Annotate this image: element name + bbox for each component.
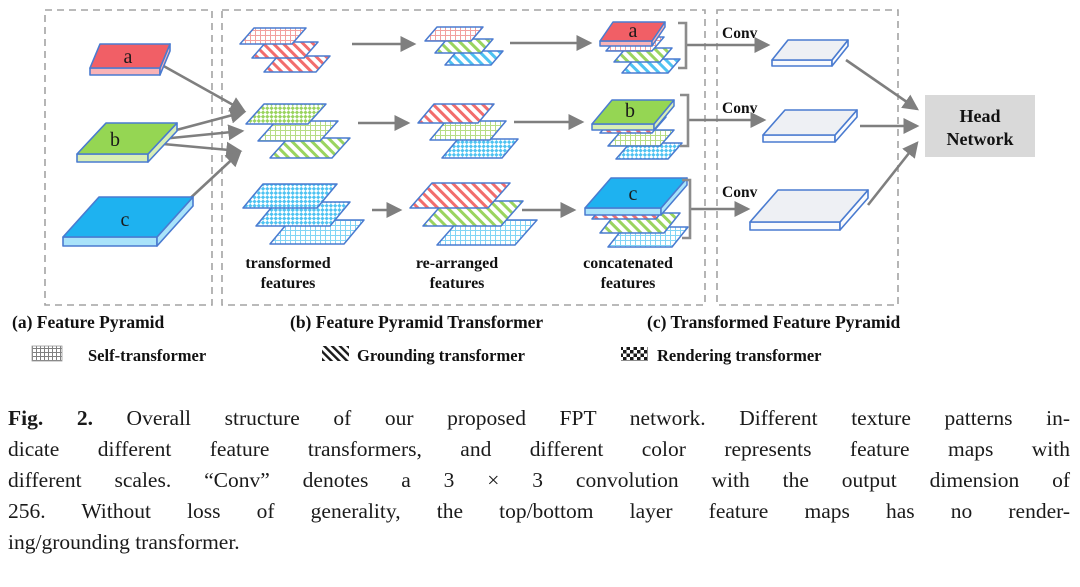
figure-caption: Fig. 2. Overall structure of our propose… [8,403,1070,558]
figure-number: Fig. 2. [8,406,93,430]
output-slab-3 [749,189,869,231]
concat-slab-c-label: c [629,183,638,205]
panel-b-caption: (b) Feature Pyramid Transformer [290,312,543,332]
feature-sheet [615,142,683,160]
fpt-figure-diagram: a b c [12,9,1035,365]
panel-c-caption: (c) Transformed Feature Pyramid [647,312,900,332]
concatenated-stack-b [591,99,683,160]
panel-b-box [221,9,706,306]
caption-line: Fig. 2. Overall structure of our propose… [8,406,1071,430]
feature-sheet [429,120,507,141]
rearranged-features-label-line1: re-arranged [416,255,498,272]
transformed-stack-b [245,103,351,159]
diagonal-swatch [322,346,349,361]
conv-label-3: Conv [722,184,758,201]
rearranged-stack-b [417,103,519,159]
transformed-stack-c [242,183,365,245]
caption-line: dicate different feature transformers, a… [8,437,1070,461]
panel-a-box [44,9,213,306]
bracket-3 [682,178,692,240]
head-network-label-line2: Network [947,129,1014,149]
rearranged-features-label-line2: features [430,275,485,292]
pyramid-slab-c [62,196,194,247]
panel-c-box [716,9,899,306]
pyramid-slab-c-label: c [121,209,130,231]
legend-self-transformer: Self-transformer [88,346,206,365]
checker-swatch [621,347,648,361]
transformed-stack-a [239,27,331,73]
conv-label-1: Conv [722,25,758,42]
feature-sheet [269,137,351,159]
arrow-output3-to-head [866,141,919,206]
feature-sheet [417,103,495,124]
legend-rendering-transformer: Rendering transformer [657,346,822,365]
caption-line: 256. Without loss of generality, the top… [8,499,1070,523]
feature-sheet [242,183,338,209]
head-network-box: Head Network [925,95,1035,157]
head-network-label-line1: Head [959,106,1000,126]
output-slab-2 [762,109,858,143]
column-labels: transformed features re-arranged feature… [245,255,673,292]
pyramid-slab-b [76,122,178,163]
concatenated-stack-a [599,21,681,74]
rearranged-stack-c [409,182,538,246]
legend-grounding-transformer: Grounding transformer [357,346,525,365]
caption-line: different scales. “Conv” denotes a 3 × 3… [8,468,1070,492]
conv-label-2: Conv [722,100,758,117]
concatenated-features-label-line1: concatenated [583,255,673,272]
feature-sheet [444,50,504,66]
bracket-1 [678,21,688,70]
feature-sheet [251,41,319,59]
feature-sheet [434,38,494,54]
rearranged-stack-a [424,26,504,66]
feature-sheet [245,103,327,125]
feature-sheet [263,55,331,73]
arrow-output1-to-head [845,58,919,111]
bracket-2 [680,93,690,148]
concat-slab-a-label: a [629,20,638,42]
legend: Self-transformer Grounding transformer R… [31,345,822,365]
panel-a-caption: (a) Feature Pyramid [12,312,165,332]
feature-sheet [239,27,307,45]
feature-sheet [607,129,675,147]
pyramid-slab-a [89,43,171,76]
caption-line: ing/grounding transformer. [8,530,240,554]
transformed-features-label-line2: features [261,275,316,292]
arrow-c-to-b [183,150,242,205]
grid-swatch [31,345,63,362]
output-slab-1 [771,39,849,67]
feature-sheet [409,182,511,209]
arrow-a-to-b [159,62,247,113]
feature-sheet [441,138,519,159]
concatenated-stack-c [584,177,689,248]
arrow-b-to-bottom [151,141,243,158]
pyramid-slab-b-label: b [110,129,120,151]
transformed-features-label-line1: transformed [245,255,330,272]
pyramid-slab-a-label: a [124,46,133,68]
concat-slab-b-label: b [625,100,635,122]
feature-sheet [424,26,484,42]
concatenated-features-label-line2: features [601,275,656,292]
feature-sheet [257,120,339,142]
